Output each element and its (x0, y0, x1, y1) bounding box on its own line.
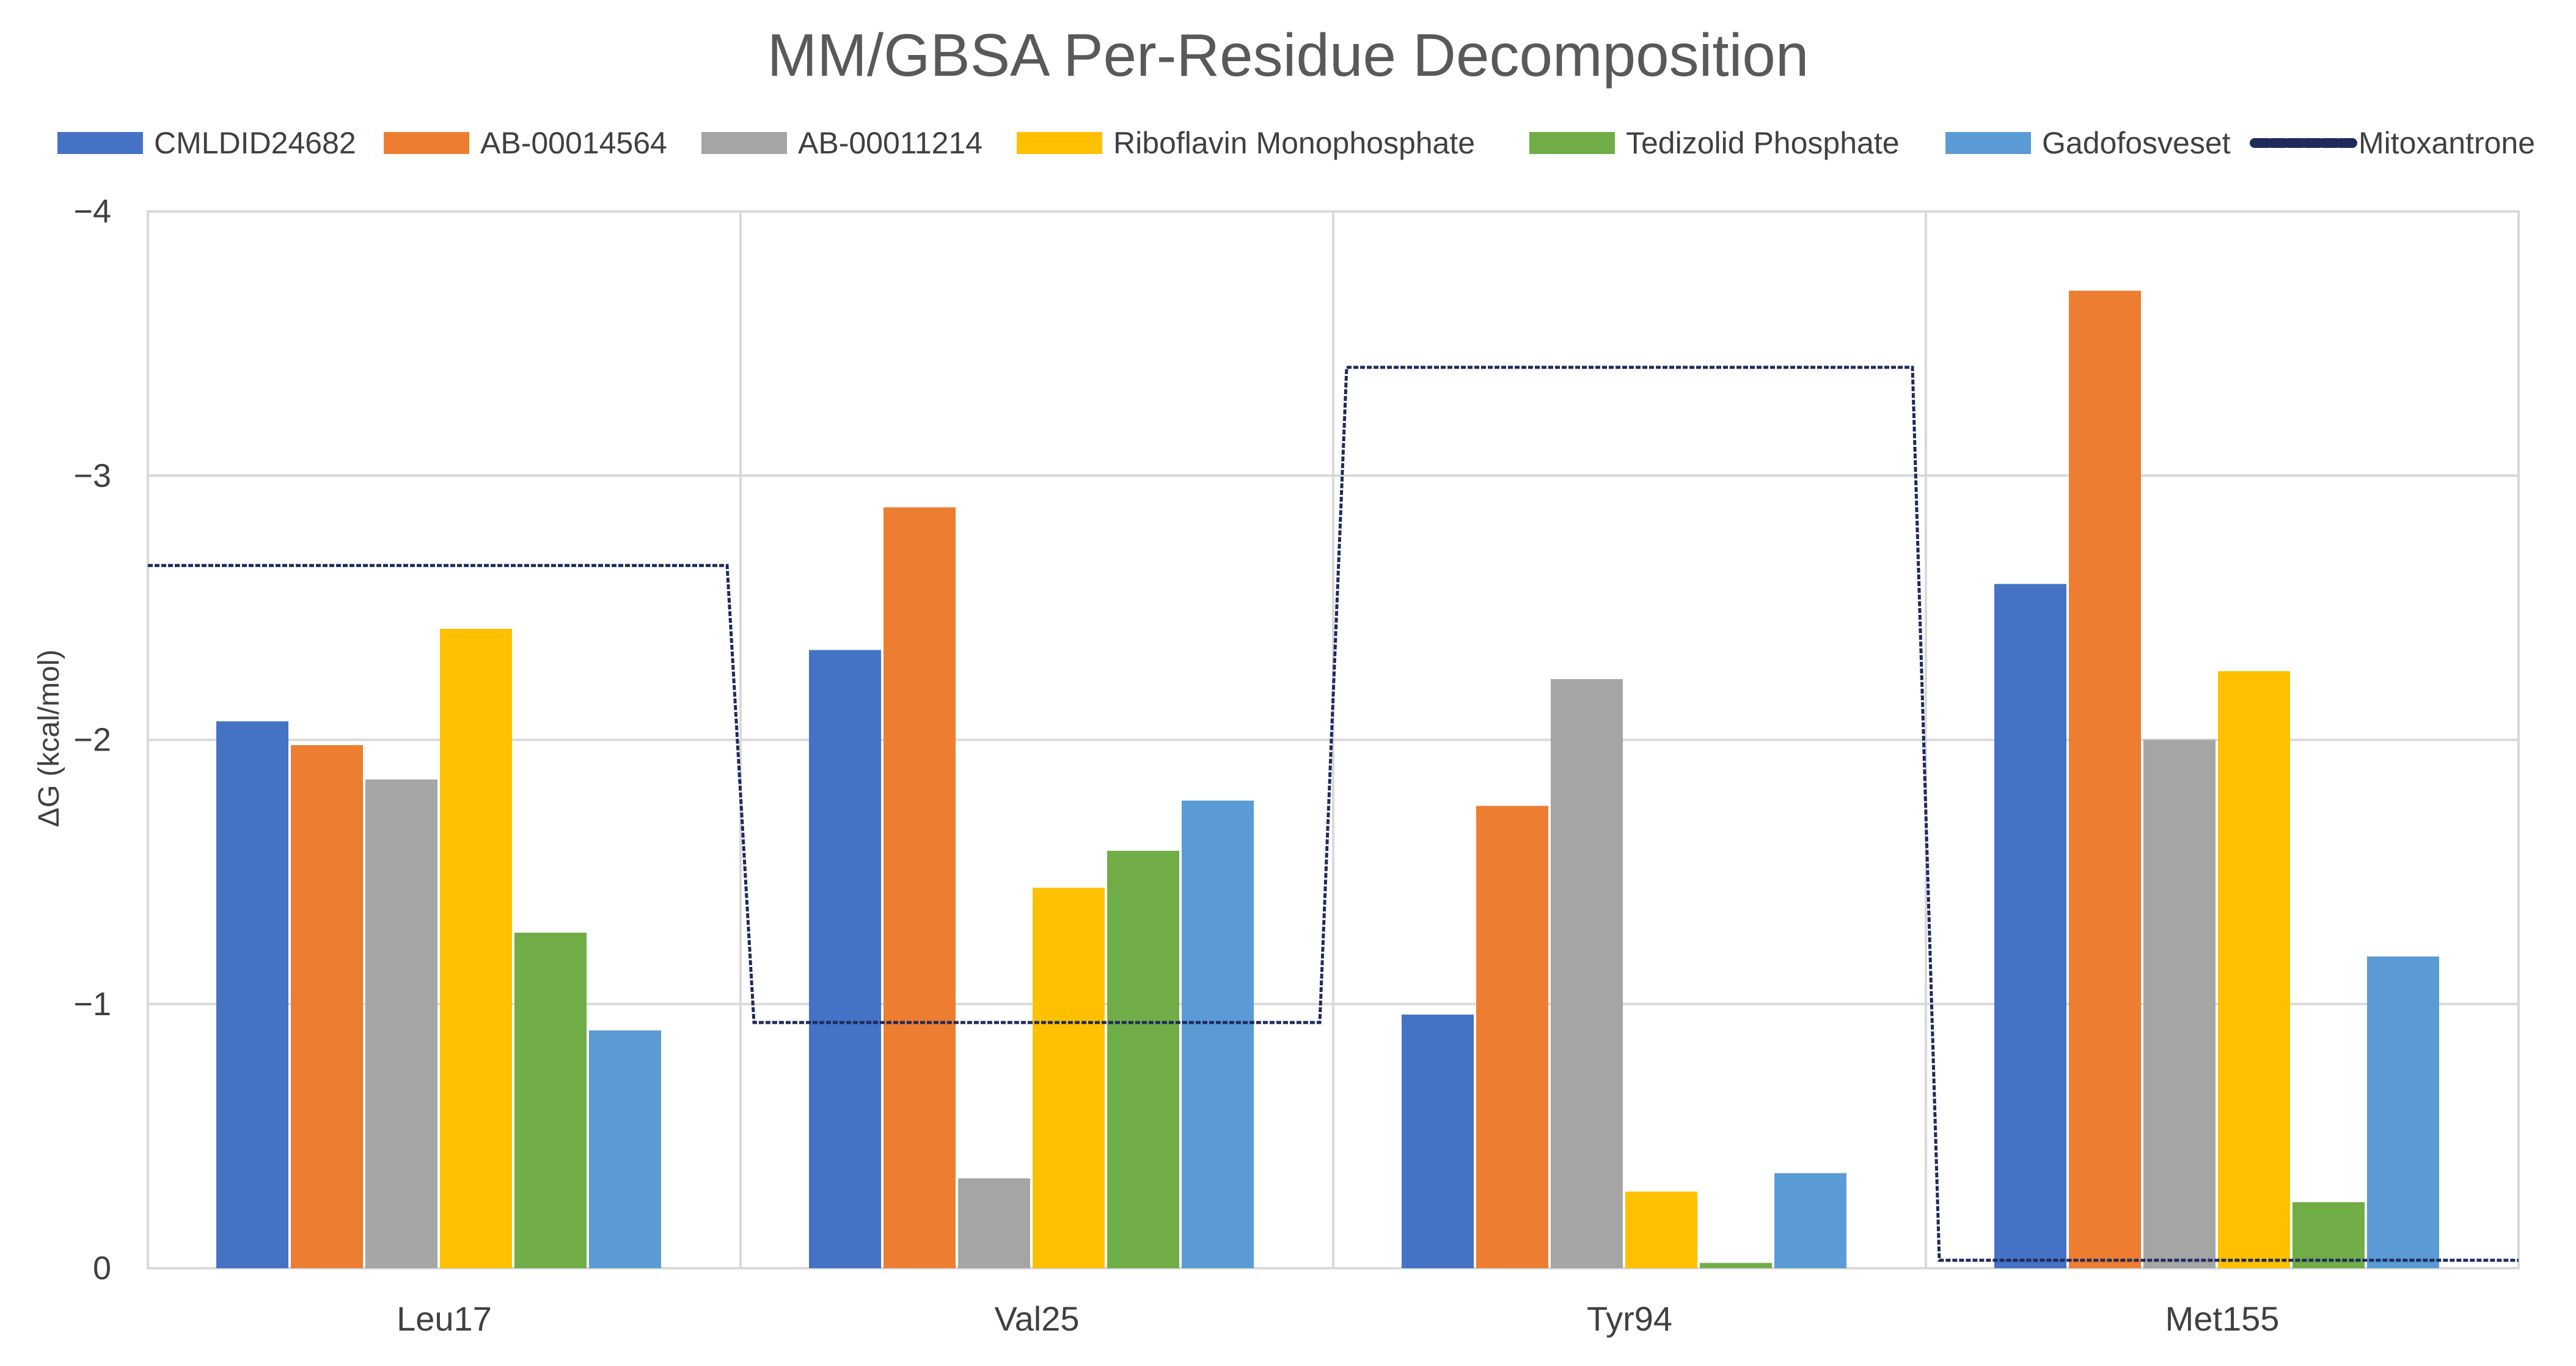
legend-item: Gadofosveset (1945, 126, 2231, 160)
y-tick-label: −1 (73, 986, 111, 1023)
y-axis-title: ΔG (kcal/mol) (33, 650, 65, 828)
bar (1107, 851, 1179, 1268)
legend-item: Mitoxantrone (2250, 126, 2535, 160)
legend-swatch (1017, 132, 1102, 154)
bar (2143, 740, 2216, 1268)
x-tick-label: Leu17 (397, 1299, 492, 1338)
legend-swatch (57, 132, 143, 154)
bar (1402, 1015, 1474, 1268)
bar (2292, 1202, 2365, 1268)
legend-label: Mitoxantrone (2358, 126, 2535, 160)
legend-swatch (1529, 132, 1615, 154)
bar (216, 721, 288, 1268)
y-tick-label: −3 (73, 457, 111, 494)
legend-item: AB-00014564 (384, 126, 667, 160)
legend-item: Riboflavin Monophosphate (1017, 126, 1475, 160)
bar (589, 1030, 661, 1268)
mitoxantrone-line (148, 365, 2519, 1262)
legend-swatch (701, 132, 787, 154)
legend-item: Tedizolid Phosphate (1529, 126, 1900, 160)
bar (2069, 290, 2141, 1268)
bar (1994, 584, 2066, 1269)
legend-item: AB-00011214 (701, 126, 982, 160)
plot-area: 0 −1 −2 −3 −4 Leu17 Val25 Tyr94 Met155 (73, 193, 2520, 1338)
bar (2218, 671, 2290, 1268)
bar (884, 507, 956, 1268)
legend-item: CMLDID24682 (57, 126, 356, 160)
bar (809, 650, 881, 1268)
x-tick-label: Met155 (2165, 1299, 2280, 1338)
legend-label: Tedizolid Phosphate (1626, 126, 1900, 160)
y-tick-label: 0 (93, 1250, 111, 1287)
bar (1625, 1191, 1697, 1268)
legend-swatch (1945, 132, 2031, 154)
legend-label: AB-00014564 (480, 126, 667, 160)
x-tick-label: Val25 (994, 1299, 1079, 1338)
legend-swatch (384, 132, 469, 154)
bar (2367, 956, 2439, 1268)
bar (1033, 887, 1105, 1268)
bar (1551, 679, 1623, 1268)
legend-label: Riboflavin Monophosphate (1113, 126, 1475, 160)
bar (440, 628, 512, 1268)
bar (291, 745, 363, 1268)
chart-title: MM/GBSA Per-Residue Decomposition (767, 21, 1809, 89)
bar (958, 1178, 1030, 1268)
x-tick-label: Tyr94 (1587, 1299, 1672, 1338)
bar (1774, 1173, 1846, 1268)
legend-label: Gadofosveset (2042, 126, 2231, 160)
y-tick-label: −4 (73, 193, 111, 230)
legend-label: CMLDID24682 (154, 126, 356, 160)
bar (365, 779, 437, 1268)
y-tick-label: −2 (73, 722, 111, 758)
bar (1476, 806, 1548, 1268)
bar (1182, 800, 1254, 1268)
legend: CMLDID24682 AB-00014564 AB-00011214 Ribofla… (57, 126, 2535, 160)
legend-label: AB-00011214 (798, 126, 982, 160)
bar (514, 933, 587, 1268)
bar (1700, 1263, 1772, 1268)
